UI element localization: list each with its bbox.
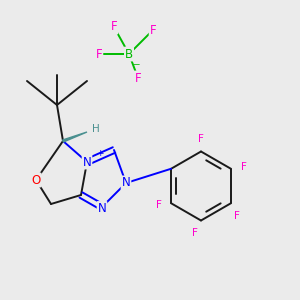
Text: F: F — [135, 71, 141, 85]
Text: F: F — [241, 162, 246, 172]
Text: F: F — [234, 211, 240, 221]
Text: H: H — [92, 124, 100, 134]
Text: F: F — [198, 134, 204, 144]
Text: F: F — [156, 200, 161, 210]
Text: B: B — [125, 47, 133, 61]
Text: O: O — [32, 173, 40, 187]
Text: F: F — [96, 47, 102, 61]
Text: N: N — [98, 202, 106, 215]
Text: N: N — [122, 176, 130, 190]
Text: F: F — [150, 23, 156, 37]
Text: F: F — [192, 228, 198, 238]
Text: +: + — [96, 148, 103, 158]
Text: F: F — [111, 20, 117, 34]
Polygon shape — [63, 132, 87, 142]
Text: −: − — [132, 59, 139, 68]
Text: N: N — [82, 155, 91, 169]
